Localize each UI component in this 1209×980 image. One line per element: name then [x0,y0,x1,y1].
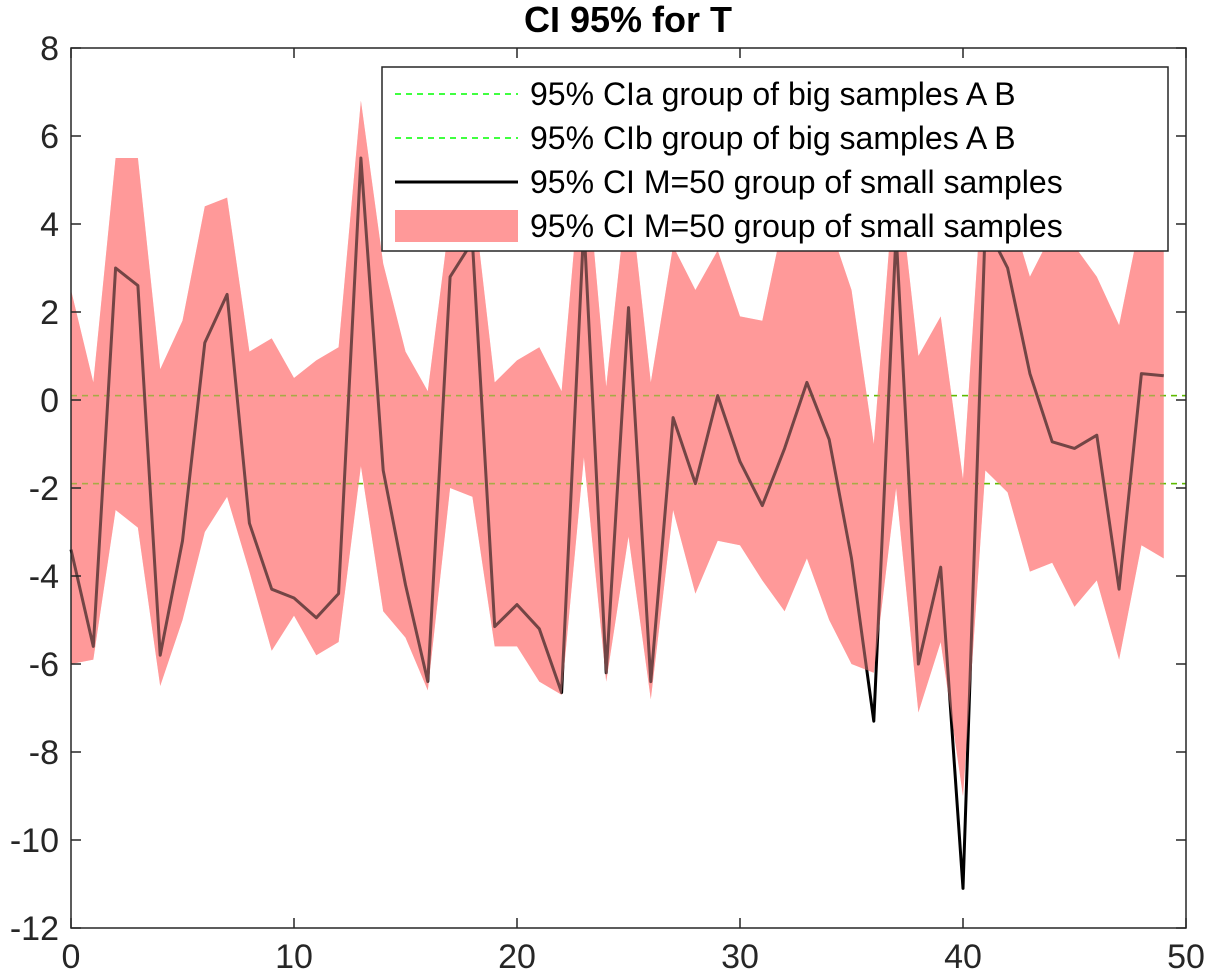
line-layer [69,100,1164,890]
plot-area [69,100,1186,890]
y-tick-label: -6 [29,646,59,684]
y-tick-label: 4 [40,206,59,244]
legend-label: 95% CIa group of big samples A B [530,76,1016,112]
legend: 95% CIa group of big samples A B 95% CIb … [381,66,1169,252]
x-tick-label: 40 [944,938,982,976]
x-tick-label: 30 [721,938,759,976]
y-tick-label: -8 [29,734,59,772]
y-tick-label: 0 [40,382,59,420]
x-tick-label: 50 [1167,938,1205,976]
ci-band-overlay [71,100,1164,797]
x-tick-label: 20 [498,938,536,976]
y-tick-label: -2 [29,470,59,508]
legend-label: 95% CI M=50 group of small samples [530,208,1063,244]
chart-title: CI 95% for T [524,0,732,40]
y-tick-label: 6 [40,118,59,156]
y-tick-label: -12 [10,910,59,948]
y-tick-label: -10 [10,822,59,860]
tick-layer: 0 10 20 30 40 50 -12 -10 -8 -6 -4 -2 0 2 4 6 8 [10,30,1205,976]
legend-label: 95% CIb group of big samples A B [530,120,1016,156]
x-tick-label: 0 [62,938,81,976]
x-tick-label: 10 [275,938,313,976]
hline-layer [71,394,1186,485]
y-tick-label: -4 [29,558,59,596]
y-tick-label: 2 [40,294,59,332]
legend-swatch-patch [395,210,518,242]
ci-line-series [69,156,1164,890]
ci-band-area [71,100,1164,797]
band-layer [71,100,1164,797]
legend-label: 95% CI M=50 group of small samples [530,164,1063,200]
y-tick-label: 8 [40,30,59,68]
